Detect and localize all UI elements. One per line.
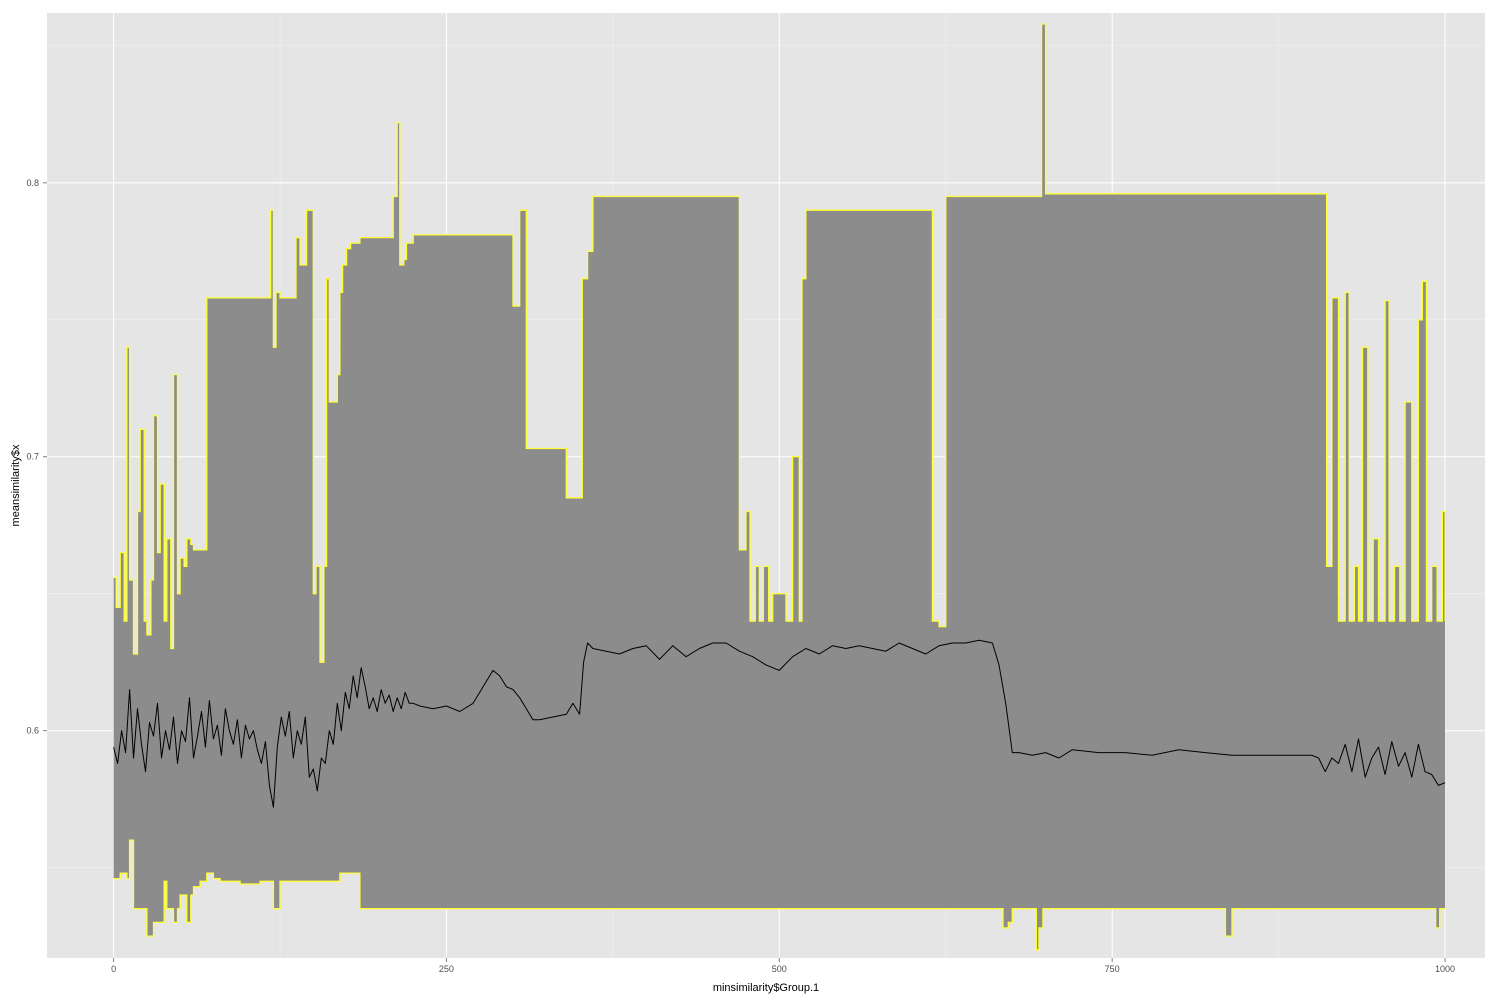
ribbon-layer <box>113 23 1446 951</box>
ribbon-upper-outline <box>113 23 1446 663</box>
x-tick-label: 0 <box>111 964 116 974</box>
mean-line <box>113 639 1446 808</box>
y-axis-ticks: 0.6 0.7 0.8 <box>26 178 47 736</box>
x-axis-title: minsimilarity$Group.1 <box>713 982 819 994</box>
x-tick-label: 1000 <box>1435 964 1455 974</box>
ribbon-area <box>113 24 1446 950</box>
y-axis-title: meansimilarity$x <box>10 444 22 526</box>
y-tick-label: 0.8 <box>26 178 39 188</box>
x-axis-ticks: 0 250 500 750 1000 <box>111 958 1455 974</box>
y-tick-label: 0.6 <box>26 726 39 736</box>
x-tick-label: 250 <box>439 964 454 974</box>
x-tick-label: 500 <box>772 964 787 974</box>
y-tick-label: 0.7 <box>26 452 39 462</box>
line-layer <box>113 639 1446 808</box>
ribbon-lower-outline <box>113 839 1446 951</box>
x-tick-label: 750 <box>1105 964 1120 974</box>
